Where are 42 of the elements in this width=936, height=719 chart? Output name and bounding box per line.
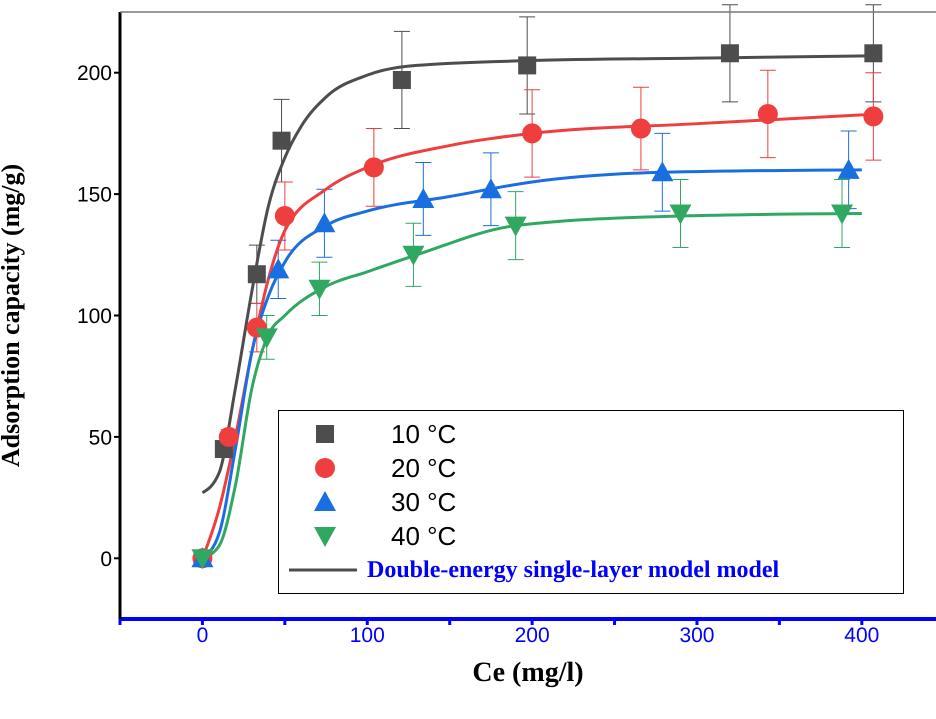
x-tick-label: 0 (196, 624, 208, 647)
y-tick-label: 50 (88, 426, 112, 450)
point (758, 104, 778, 124)
point (864, 44, 882, 62)
legend-label: 10 °C (391, 418, 456, 450)
point (838, 158, 860, 179)
x-tick-label: 200 (514, 624, 550, 647)
point (720, 44, 739, 62)
y-tick-label: 0 (100, 548, 112, 571)
legend-label: Double-energy single-layer model model (367, 556, 780, 584)
point (412, 188, 434, 208)
x-tick-label: 100 (350, 624, 385, 647)
point (364, 157, 384, 178)
point (480, 178, 502, 198)
point (392, 70, 411, 89)
x-tick-label: 400 (844, 624, 880, 647)
y-tick-label: 150 (76, 184, 112, 207)
point (669, 204, 692, 225)
point (272, 132, 291, 150)
legend-label: 20 °C (391, 452, 456, 484)
point (256, 328, 278, 348)
point (308, 280, 330, 300)
y-tick-label: 100 (76, 304, 112, 328)
point (831, 204, 854, 225)
legend-label: 40 °C (391, 520, 456, 552)
point (630, 118, 651, 139)
point (248, 265, 266, 284)
x-axis-title: Ce (mg/l) (472, 657, 584, 688)
point (518, 56, 536, 74)
point (863, 106, 884, 126)
point (651, 161, 674, 182)
point (267, 258, 290, 278)
legend-label: 30 °C (391, 486, 456, 518)
point (402, 246, 424, 266)
point (274, 206, 295, 226)
point (218, 426, 239, 447)
point (313, 212, 336, 232)
point (504, 216, 527, 237)
point (522, 123, 542, 144)
x-tick-label: 300 (679, 624, 714, 647)
y-axis-title: Adsorption capacity (mg/g) (0, 164, 26, 468)
y-tick-label: 200 (76, 62, 112, 86)
